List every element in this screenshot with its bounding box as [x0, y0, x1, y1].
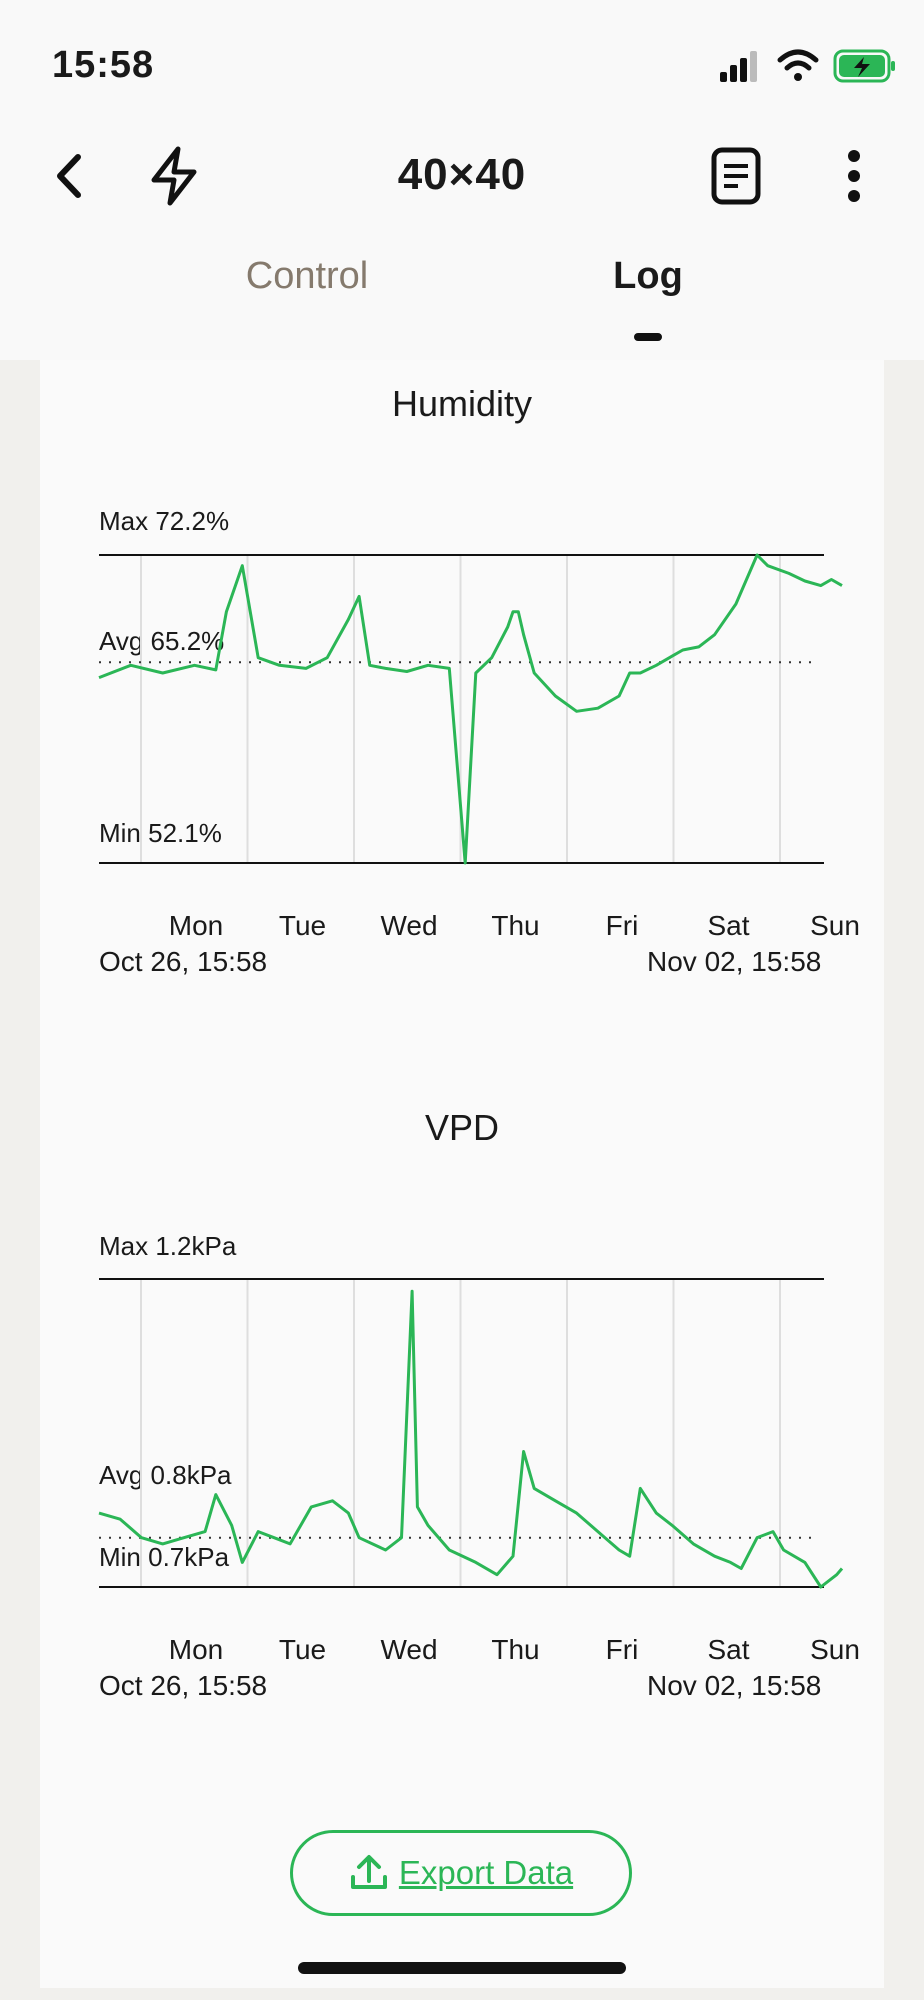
max-label: Max 72.2%: [99, 506, 230, 536]
more-vertical-icon: [848, 150, 860, 202]
home-indicator: [298, 1962, 626, 1974]
chart-title: Humidity: [391, 383, 533, 424]
nav-bar: 40×40: [0, 140, 924, 220]
start-date-label: Oct 26, 15:58: [99, 946, 268, 977]
tab-log[interactable]: Log: [613, 255, 683, 297]
day-label: Sat: [707, 910, 750, 941]
day-label: Sun: [810, 1634, 860, 1665]
avg-label: Avg 0.8kPa: [99, 1460, 232, 1490]
day-label: Sun: [810, 910, 860, 941]
export-data-button[interactable]: Export Data: [290, 1830, 632, 1916]
status-icons: [720, 46, 900, 86]
more-button[interactable]: [824, 146, 884, 206]
export-data-label: Export Data: [398, 1854, 574, 1891]
upload-icon: [350, 1855, 387, 1889]
end-date-label: Nov 02, 15:58: [647, 1670, 822, 1701]
tab-control[interactable]: Control: [245, 255, 369, 297]
day-label: Mon: [168, 1634, 224, 1665]
day-label: Fri: [605, 910, 639, 941]
min-label: Min 0.7kPa: [99, 1542, 230, 1572]
day-label: Thu: [491, 1634, 540, 1665]
signal-icon: [720, 51, 757, 82]
max-label: Max 1.2kPa: [99, 1231, 237, 1261]
document-icon: [711, 147, 761, 205]
start-date-label: Oct 26, 15:58: [99, 1670, 268, 1701]
back-chevron-icon: [57, 154, 81, 198]
day-label: Fri: [605, 1634, 639, 1665]
day-label: Tue: [278, 1634, 327, 1665]
log-panel: [40, 360, 884, 1988]
status-time: 15:58: [52, 44, 155, 86]
lightning-button[interactable]: [144, 146, 204, 206]
series-line: [98, 1289, 844, 1589]
day-label: Wed: [380, 1634, 438, 1665]
series-line: [98, 553, 843, 865]
day-label: Mon: [168, 910, 224, 941]
lightning-icon: [151, 146, 197, 206]
tab-active-indicator: [634, 333, 662, 341]
day-label: Sat: [707, 1634, 750, 1665]
back-button[interactable]: [40, 146, 100, 206]
min-label: Min 52.1%: [99, 818, 222, 848]
page-title: 40×40: [397, 150, 527, 199]
day-label: Wed: [380, 910, 438, 941]
tab-bar: Control Log: [0, 255, 924, 345]
top-bar: 15:58: [0, 0, 924, 360]
day-label: Thu: [491, 910, 540, 941]
wifi-icon: [777, 49, 819, 81]
end-date-label: Nov 02, 15:58: [647, 946, 822, 977]
battery-charging-icon: [833, 49, 895, 83]
notes-button[interactable]: [706, 146, 766, 206]
avg-label: Avg 65.2%: [99, 626, 225, 656]
day-label: Tue: [278, 910, 327, 941]
chart-title: VPD: [424, 1107, 500, 1148]
